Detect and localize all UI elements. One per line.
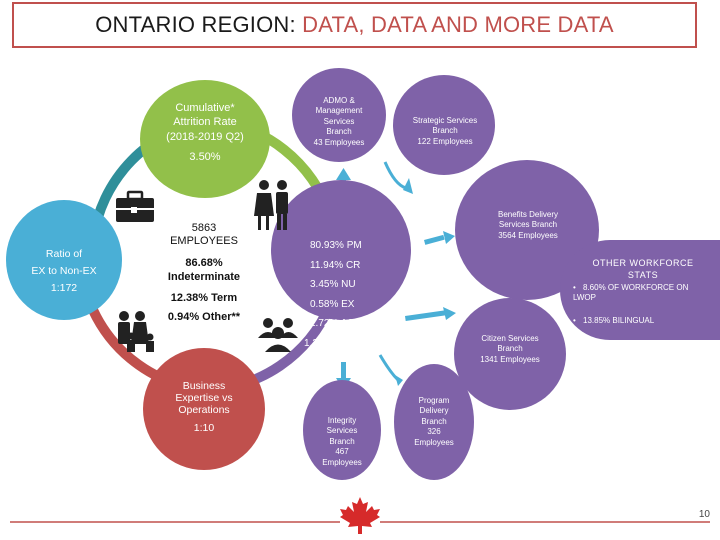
group-cr: 11.94% CR [310,259,361,271]
workforce-heading: OTHER WORKFORCE STATS [592,258,694,280]
business-text: Business Expertise vs Operations 1:10 [152,380,256,434]
business-value: 1:10 [193,422,215,435]
integrity-line5: Employees [322,457,362,467]
attrition-text: Cumulative* Attrition Rate (2018-2019 Q2… [150,101,260,164]
business-line1: Business [182,380,226,392]
integrity-line1: Integrity [327,416,357,425]
employee-label: EMPLOYEES [170,235,238,248]
program-line5: Employees [414,437,454,447]
indeterminate-label: Indeterminate [167,270,241,283]
group-pm: 80.93% PM [310,240,362,251]
benefits-line3: 3564 Employees [498,230,558,240]
admo-branch-text: ADMO & Management Services Branch 43 Emp… [300,96,378,148]
page-title: ONTARIO REGION: DATA, DATA AND MORE DATA [12,12,697,38]
ratio-value: 1:172 [50,281,78,294]
integrity-line4: 467 [335,447,349,457]
strategic-line2: Branch [432,126,458,136]
other-value: 0.94% Other** [167,310,241,323]
admo-branch-circle [292,68,386,162]
citizen-line3: 1341 Employees [480,354,540,364]
admo-line4: Branch [326,127,352,137]
program-branch-circle [394,364,474,480]
ratio-line1: Ratio of [45,248,83,260]
arrow-downright-head [443,307,456,320]
title-main: ONTARIO REGION: [95,12,296,37]
strategic-branch-text: Strategic Services Branch 122 Employees [400,116,490,147]
workforce-item-bilingual-text: 13.85% BILINGUAL [583,316,655,325]
attrition-circle [140,80,270,198]
term-value: 12.38% Term [170,291,238,304]
arrow-right-shaft [424,234,445,245]
employee-count: 5863 [191,222,217,234]
arrow-downright2-curve [378,354,400,382]
benefits-line2: Services Branch [498,220,558,230]
benefits-branch-text: Benefits Delivery Services Branch 3564 E… [478,210,578,241]
strategic-line3: 122 Employees [417,136,473,146]
title-accent: DATA, DATA AND MORE DATA [302,12,614,37]
ratio-text: Ratio of EX to Non-EX 1:172 [10,246,118,296]
integrity-branch-text: Integrity Services Branch 467 Employees [306,416,378,468]
citizen-line2: Branch [497,344,523,354]
citizen-branch-circle [454,298,566,410]
group-ex: 0.58% EX [310,298,355,310]
admo-line2: Management [315,106,363,116]
citizen-line1: Citizen Services [481,334,539,343]
ratio-line2: EX to Non-EX [31,264,97,277]
admo-line5: 43 Employees [313,137,365,147]
integrity-line3: Branch [329,436,355,446]
group-nu: 3.45% NU [310,279,356,290]
title-frame [12,2,697,48]
group-ecis: 1.38% EC/IS [304,337,362,349]
business-circle [143,348,265,470]
arrow-upright-curve [383,161,407,190]
group-as: 1.72% AS [310,318,354,329]
attrition-line2: Attrition Rate [173,116,237,129]
workforce-item-lwop: • 8.60% OF WORKFORCE ON LWOP [573,283,689,302]
citizen-branch-text: Citizen Services Branch 1341 Employees [462,334,558,365]
business-line2: Expertise vs [175,392,233,405]
program-line4: 326 [427,427,441,437]
integrity-branch-circle [303,380,381,480]
program-line2: Delivery [419,406,449,416]
arrow-right-head [443,231,455,244]
strategic-line1: Strategic Services [412,116,478,125]
program-line1: Program [418,396,450,405]
page-number: 10 [698,509,710,520]
center-stats: 5863 EMPLOYEES 86.68% Indeterminate 12.3… [152,222,256,324]
admo-line1: ADMO & [323,96,355,105]
workforce-item-bilingual: • 13.85% BILINGUAL [573,316,655,325]
arrow-up-head [336,168,351,180]
arrow-downright-shaft [404,310,446,321]
program-branch-text: Program Delivery Branch 326 Employees [398,396,470,448]
center-purple-circle [271,180,411,320]
benefits-line1: Benefits Delivery [497,210,559,219]
integrity-line2: Services [326,426,358,436]
attrition-line3: (2018-2019 Q2) [166,130,244,143]
program-line3: Branch [421,416,447,426]
workforce-item-lwop-text: 8.60% OF WORKFORCE ON LWOP [573,283,689,302]
ratio-circle [6,200,122,320]
business-line3: Operations [178,404,230,417]
arrow-upright-head [403,178,413,194]
group-list: 80.93% PM 11.94% CR 3.45% NU 0.58% EX 1.… [304,236,400,353]
workforce-stats-panel [560,240,720,340]
indeterminate-value: 86.68% [185,257,223,270]
arrow-down-shaft [341,362,346,380]
attrition-line1: Cumulative* [175,102,235,114]
strategic-branch-circle [393,75,495,175]
admo-line3: Services [323,116,355,126]
attrition-value: 3.50% [189,150,221,163]
